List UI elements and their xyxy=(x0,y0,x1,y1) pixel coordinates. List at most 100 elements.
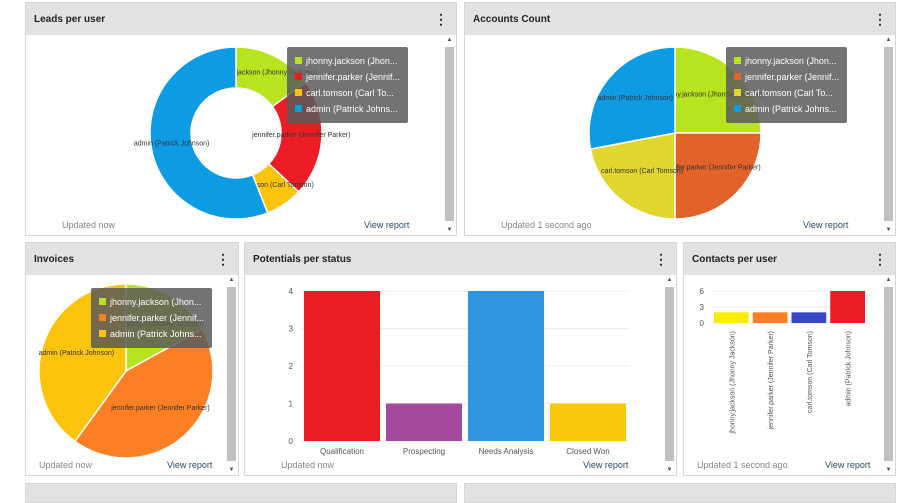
contacts-panel: Contacts per user ⋮ 0 3 6 jhonny.jackson (Jh… xyxy=(683,242,896,476)
bar[interactable] xyxy=(714,312,749,323)
legend-item[interactable]: jennifer.parker (Jennif... xyxy=(99,310,204,326)
slice-label: jhonny.jackson (Jhonny Jackson) xyxy=(213,70,317,77)
view-report-link[interactable]: View report xyxy=(583,460,629,470)
panel-title: Potentials per status xyxy=(253,253,352,265)
panel-title: Leads per user xyxy=(34,13,106,25)
legend-swatch xyxy=(99,314,106,321)
legend-label: carl.tomson (Carl To... xyxy=(306,88,394,98)
pie-slice[interactable] xyxy=(149,46,269,220)
bar[interactable] xyxy=(386,403,462,442)
slice-label: jennifer.parker (Jennifer Parker) xyxy=(251,132,350,139)
x-tick-label: Closed Won xyxy=(566,447,609,456)
scroll-up-icon[interactable]: ▲ xyxy=(885,277,892,283)
next-panel-right xyxy=(464,483,896,503)
scrollbar[interactable]: ▲ ▼ xyxy=(665,277,674,473)
chart-legend: jhonny.jackson (Jhon... jennifer.parker (… xyxy=(91,288,213,348)
updated-text: Updated now xyxy=(281,460,335,470)
legend-item[interactable]: jhonny.jackson (Jhon... xyxy=(295,53,400,69)
pie-slice[interactable] xyxy=(589,132,676,220)
bar[interactable] xyxy=(752,312,788,323)
updated-text: Updated 1 second ago xyxy=(697,460,788,470)
legend-swatch xyxy=(295,73,302,80)
updated-text: Updated 1 second ago xyxy=(501,220,592,230)
pie-slice[interactable] xyxy=(588,46,676,150)
legend-label: jennifer.parker (Jennif... xyxy=(110,313,205,323)
legend-item[interactable]: admin (Patrick Johns... xyxy=(734,101,839,117)
legend-swatch xyxy=(99,298,106,305)
panel-title: Contacts per user xyxy=(692,253,778,265)
scrollbar[interactable]: ▲ ▼ xyxy=(884,37,893,233)
legend-label: admin (Patrick Johns... xyxy=(110,329,202,339)
more-vertical-icon[interactable]: ⋮ xyxy=(654,250,668,267)
legend-label: jhonny.jackson (Jhon... xyxy=(745,56,837,66)
scroll-down-icon[interactable]: ▼ xyxy=(885,467,892,473)
more-vertical-icon[interactable]: ⋮ xyxy=(873,250,887,267)
bar[interactable] xyxy=(468,291,544,441)
panel-title: Invoices xyxy=(34,253,75,265)
view-report-link[interactable]: View report xyxy=(364,220,410,230)
x-tick-label: Qualification xyxy=(320,447,364,456)
legend-item[interactable]: carl.tomson (Carl To... xyxy=(734,85,839,101)
next-panel-left xyxy=(25,483,457,503)
legend-label: jennifer.parker (Jennif... xyxy=(745,72,840,82)
scroll-up-icon[interactable]: ▲ xyxy=(666,277,673,283)
chart-legend: jhonny.jackson (Jhon... jennifer.parker (… xyxy=(726,47,848,123)
accounts-panel: Accounts Count ⋮ jhonny.jackson (Jhonny J… xyxy=(464,2,896,236)
slice-label: jennifer.parker (Jennifer Parker) xyxy=(661,164,760,171)
scrollbar[interactable]: ▲ ▼ xyxy=(445,37,454,233)
scroll-up-icon[interactable]: ▲ xyxy=(885,37,892,43)
legend-item[interactable]: jennifer.parker (Jennif... xyxy=(295,69,400,85)
legend-label: jhonny.jackson (Jhon... xyxy=(110,297,202,307)
view-report-link[interactable]: View report xyxy=(803,220,849,230)
pie-slice[interactable] xyxy=(674,132,762,220)
more-vertical-icon[interactable]: ⋮ xyxy=(434,10,448,27)
legend-item[interactable]: carl.tomson (Carl To... xyxy=(295,85,400,101)
legend-label: jhonny.jackson (Jhon... xyxy=(306,56,398,66)
scrollbar[interactable]: ▲ ▼ xyxy=(884,277,893,473)
bar[interactable] xyxy=(830,291,865,323)
bar[interactable] xyxy=(304,291,380,441)
scroll-down-icon[interactable]: ▼ xyxy=(446,227,453,233)
legend-swatch xyxy=(295,57,302,64)
y-tick-label: 3 xyxy=(289,325,294,334)
slice-label: carl.tomson (Carl Tomson) xyxy=(232,182,314,189)
more-vertical-icon[interactable]: ⋮ xyxy=(873,10,887,27)
scroll-down-icon[interactable]: ▼ xyxy=(666,467,673,473)
scroll-down-icon[interactable]: ▼ xyxy=(228,467,235,473)
y-tick-label: 0 xyxy=(289,437,294,446)
legend-swatch xyxy=(734,57,741,64)
legend-item[interactable]: jennifer.parker (Jennif... xyxy=(734,69,839,85)
view-report-link[interactable]: View report xyxy=(825,460,871,470)
bar[interactable] xyxy=(550,403,626,442)
leads-panel: Leads per user ⋮ jhonny.jackson (Jhonny J… xyxy=(25,2,457,236)
slice-label: jennifer.parker (Jennifer Parker) xyxy=(110,405,209,412)
x-tick-label: admin (Patrick Johnson) xyxy=(846,331,853,406)
legend-item[interactable]: admin (Patrick Johns... xyxy=(99,326,204,342)
pie-slice[interactable] xyxy=(73,328,214,459)
legend-item[interactable]: jhonny.jackson (Jhon... xyxy=(734,53,839,69)
scroll-up-icon[interactable]: ▲ xyxy=(228,277,235,283)
legend-swatch xyxy=(295,89,302,96)
bar[interactable] xyxy=(791,312,827,323)
slice-label: admin (Patrick Johnson) xyxy=(134,140,209,147)
slice-label: admin (Patrick Johnson) xyxy=(39,350,114,357)
legend-item[interactable]: jhonny.jackson (Jhon... xyxy=(99,294,204,310)
contacts-chart: 0 3 6 jhonny.jackson (Jhonny Jackson) jennif… xyxy=(700,287,867,435)
legend-label: admin (Patrick Johns... xyxy=(306,104,398,114)
slice-label: admin (Patrick Johnson) xyxy=(597,95,672,102)
legend-swatch xyxy=(734,89,741,96)
legend-swatch xyxy=(99,330,106,337)
x-tick-label: Needs Analysis xyxy=(479,447,534,456)
legend-item[interactable]: admin (Patrick Johns... xyxy=(295,101,400,117)
potentials-chart: 0 1 2 3 4 Qualification Prospecting Needs Analy… xyxy=(289,287,629,456)
y-tick-label: 1 xyxy=(289,400,294,409)
y-tick-label: 3 xyxy=(700,303,705,312)
scrollbar[interactable]: ▲ ▼ xyxy=(227,277,236,473)
updated-text: Updated now xyxy=(39,460,93,470)
scroll-down-icon[interactable]: ▼ xyxy=(885,227,892,233)
more-vertical-icon[interactable]: ⋮ xyxy=(216,250,230,267)
legend-swatch xyxy=(734,105,741,112)
y-tick-label: 2 xyxy=(289,362,294,371)
scroll-up-icon[interactable]: ▲ xyxy=(446,37,453,43)
view-report-link[interactable]: View report xyxy=(167,460,213,470)
